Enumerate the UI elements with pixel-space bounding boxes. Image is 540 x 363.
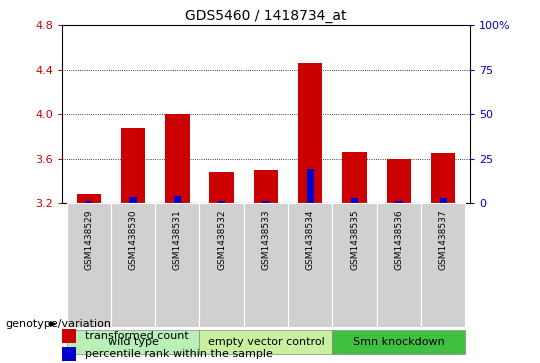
Text: percentile rank within the sample: percentile rank within the sample xyxy=(85,349,272,359)
Bar xyxy=(174,196,181,203)
Bar xyxy=(421,203,465,327)
Bar xyxy=(333,203,377,327)
Bar xyxy=(62,329,76,343)
Text: GSM1438534: GSM1438534 xyxy=(306,209,315,270)
Bar xyxy=(85,201,92,203)
Text: GSM1438530: GSM1438530 xyxy=(129,209,138,270)
Bar xyxy=(66,330,199,354)
Text: GSM1438533: GSM1438533 xyxy=(261,209,271,270)
Bar xyxy=(218,201,225,203)
Text: GSM1438537: GSM1438537 xyxy=(438,209,448,270)
Text: GSM1438535: GSM1438535 xyxy=(350,209,359,270)
Bar xyxy=(351,198,358,203)
Bar xyxy=(298,63,322,203)
Bar xyxy=(333,330,465,354)
Text: Smn knockdown: Smn knockdown xyxy=(353,337,445,347)
Bar xyxy=(395,201,402,203)
Bar xyxy=(377,203,421,327)
Bar xyxy=(307,169,314,203)
Bar xyxy=(342,152,367,203)
Bar xyxy=(121,128,145,203)
Bar xyxy=(130,197,137,203)
Text: genotype/variation: genotype/variation xyxy=(5,319,111,329)
Text: transformed count: transformed count xyxy=(85,331,188,341)
Bar xyxy=(262,201,269,203)
Bar xyxy=(165,114,190,203)
Bar xyxy=(199,203,244,327)
Bar xyxy=(254,170,278,203)
Text: GSM1438536: GSM1438536 xyxy=(394,209,403,270)
Bar xyxy=(66,203,111,327)
Bar xyxy=(431,153,455,203)
Bar xyxy=(62,347,76,361)
Bar xyxy=(288,203,333,327)
Text: empty vector control: empty vector control xyxy=(207,337,325,347)
Bar xyxy=(387,159,411,203)
Bar xyxy=(111,203,155,327)
Bar xyxy=(440,198,447,203)
Text: GSM1438531: GSM1438531 xyxy=(173,209,182,270)
Text: wild type: wild type xyxy=(107,337,158,347)
Bar xyxy=(210,172,234,203)
Bar xyxy=(155,203,199,327)
Bar xyxy=(199,330,333,354)
Bar xyxy=(244,203,288,327)
Title: GDS5460 / 1418734_at: GDS5460 / 1418734_at xyxy=(185,9,347,23)
Text: GSM1438532: GSM1438532 xyxy=(217,209,226,270)
Bar xyxy=(77,194,101,203)
Text: GSM1438529: GSM1438529 xyxy=(84,209,93,270)
